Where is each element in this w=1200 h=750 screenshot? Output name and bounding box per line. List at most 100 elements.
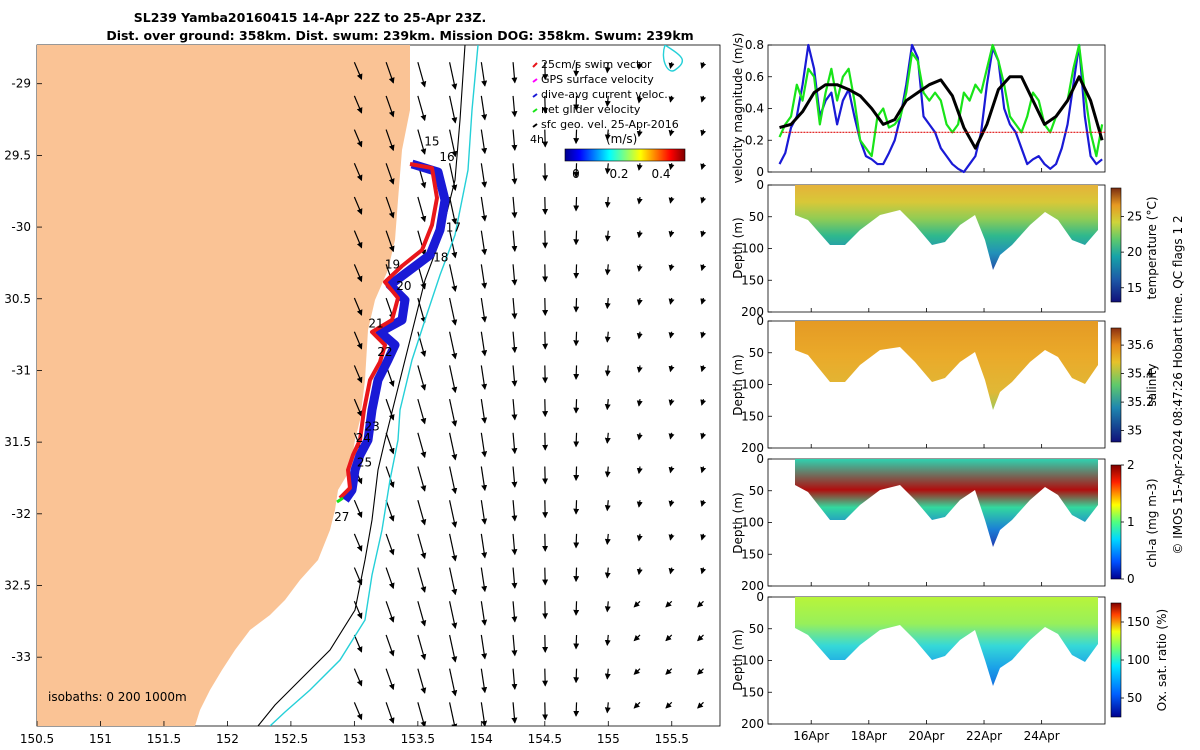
depth-tick-label: 50 bbox=[749, 622, 764, 636]
velocity-arrow bbox=[604, 129, 611, 141]
velocity-arrow bbox=[449, 230, 458, 259]
velocity-arrow bbox=[449, 702, 458, 726]
velocity-arrow bbox=[385, 95, 395, 118]
map-y-tick-label: 32.5 bbox=[4, 578, 31, 592]
velocity-arrow bbox=[604, 196, 611, 209]
map-x-tick-label: 151.5 bbox=[147, 732, 181, 746]
temperature-panel: Depth (m) temperature (°C) bbox=[731, 184, 1159, 313]
date-tick-label: 20Apr bbox=[908, 729, 944, 743]
map-y-tick-label: -32 bbox=[11, 507, 31, 521]
legend-swim: 25cm/s swim vector bbox=[541, 58, 652, 71]
legend-swatch-net bbox=[532, 108, 538, 113]
velocity-arrow bbox=[573, 634, 580, 650]
track-day-label: 18 bbox=[433, 250, 448, 264]
velocity-arrow bbox=[697, 668, 704, 675]
depth-tick-label: 100 bbox=[741, 378, 764, 392]
velocity-arrow bbox=[511, 264, 518, 286]
salinity-section bbox=[795, 321, 1098, 410]
track-day-label: 22 bbox=[377, 345, 392, 359]
velocity-arrow bbox=[573, 331, 580, 347]
velocity-arrow bbox=[636, 62, 643, 70]
velocity-arrow bbox=[417, 702, 427, 726]
velocity-arrow bbox=[417, 668, 427, 694]
footer-credit: © IMOS 15-Apr-2024 08:47:26 Hobart time.… bbox=[1171, 215, 1185, 554]
velocity-arrow bbox=[573, 567, 580, 583]
cbar-tick-label: 150 bbox=[1127, 615, 1150, 629]
velocity-arrow bbox=[480, 668, 488, 694]
cbar-tick-label: 35.6 bbox=[1127, 338, 1154, 352]
velocity-arrow bbox=[353, 601, 363, 620]
velocity-arrow bbox=[668, 297, 675, 305]
velocity-arrow bbox=[636, 95, 643, 104]
map-x-tick-label: 150.5 bbox=[20, 732, 54, 746]
velocity-arrow bbox=[511, 668, 518, 691]
velocity-arrow bbox=[385, 601, 395, 623]
map-y-tick-label: -30 bbox=[11, 220, 31, 234]
velocity-arrow bbox=[573, 466, 580, 482]
track-day-label: 27 bbox=[334, 510, 349, 524]
temperature-cbar-label: temperature (°C) bbox=[1145, 197, 1159, 300]
velocity-y-tick-label: 0 bbox=[756, 165, 764, 179]
figure-title-line2: Dist. over ground: 358km. Dist. swum: 23… bbox=[106, 28, 694, 43]
velocity-arrow bbox=[573, 533, 580, 549]
velocity-arrow bbox=[511, 702, 518, 724]
velocity-arrow bbox=[480, 230, 488, 256]
velocity-arrow bbox=[604, 95, 611, 107]
date-tick-label: 18Apr bbox=[851, 729, 887, 743]
velocity-arrow bbox=[417, 601, 427, 627]
velocity-arrow bbox=[700, 95, 707, 103]
chlorophyll-panel: Depth (m) chl-a (mg m-3) bbox=[731, 458, 1159, 587]
figure-title-line1: SL239 Yamba20160415 14-Apr 22Z to 25-Apr… bbox=[133, 10, 487, 25]
velocity-arrow bbox=[700, 533, 707, 541]
velocity-arrow bbox=[480, 466, 488, 492]
velocity-arrow bbox=[700, 466, 707, 474]
track-day-label: 24 bbox=[356, 431, 371, 445]
velocity-arrow bbox=[449, 62, 458, 90]
velocity-arrow bbox=[480, 62, 488, 87]
velocity-arrow bbox=[668, 196, 675, 204]
velocity-arrow bbox=[480, 432, 488, 458]
cbar-tick-label: 35.2 bbox=[1127, 395, 1154, 409]
legend-gps: GPS surface velocity bbox=[541, 73, 654, 86]
velocity-arrow bbox=[700, 500, 707, 507]
velocity-arrow bbox=[385, 634, 395, 657]
velocity-arrow bbox=[417, 432, 427, 459]
right-panels: 0 0.2 0.4 0.6 0.8 velocity magnitude (m/s) D… bbox=[731, 33, 1169, 743]
velocity-y-tick-label: 0.8 bbox=[745, 38, 764, 52]
velocity-arrow bbox=[449, 533, 458, 562]
temperature-section bbox=[795, 185, 1098, 270]
velocity-arrow bbox=[353, 297, 363, 316]
velocity-arrow bbox=[480, 533, 488, 559]
cbar-tick-label: 25 bbox=[1127, 210, 1142, 224]
depth-tick-label: 150 bbox=[741, 409, 764, 423]
velocity-arrow bbox=[636, 297, 643, 306]
velocity-arrow bbox=[353, 365, 363, 384]
velocity-arrow bbox=[636, 533, 643, 542]
map-y-tick-label: -31 bbox=[11, 363, 31, 377]
depth-tick-label: 50 bbox=[749, 210, 764, 224]
salinity-cbar-label: salinity bbox=[1145, 363, 1159, 406]
map-y-tick-label: -29 bbox=[11, 77, 31, 91]
velocity-arrow bbox=[480, 500, 488, 525]
velocity-arrow bbox=[417, 196, 427, 223]
velocity-arrow bbox=[511, 95, 518, 118]
velocity-arrow bbox=[417, 365, 427, 391]
velocity-arrow bbox=[668, 230, 675, 238]
cbar-tick-label: 35 bbox=[1127, 424, 1142, 438]
velocity-arrow bbox=[668, 567, 675, 575]
velocity-arrow bbox=[604, 668, 611, 680]
temperature-colorbar bbox=[1110, 187, 1122, 303]
velocity-arrow bbox=[480, 702, 488, 726]
depth-tick-label: 200 bbox=[741, 579, 764, 593]
velocity-arrow bbox=[385, 432, 395, 455]
velocity-arrow bbox=[604, 702, 611, 714]
track-day-label: 20 bbox=[396, 279, 411, 293]
velocity-arrow bbox=[604, 163, 611, 175]
velocity-arrow bbox=[604, 533, 611, 545]
depth-tick-label: 0 bbox=[756, 590, 764, 604]
velocity-arrow bbox=[353, 331, 363, 350]
velocity-arrow bbox=[668, 365, 675, 373]
velocity-arrow bbox=[511, 196, 518, 219]
surface-velocity-arrows bbox=[353, 61, 707, 726]
velocity-arrow bbox=[665, 634, 673, 642]
